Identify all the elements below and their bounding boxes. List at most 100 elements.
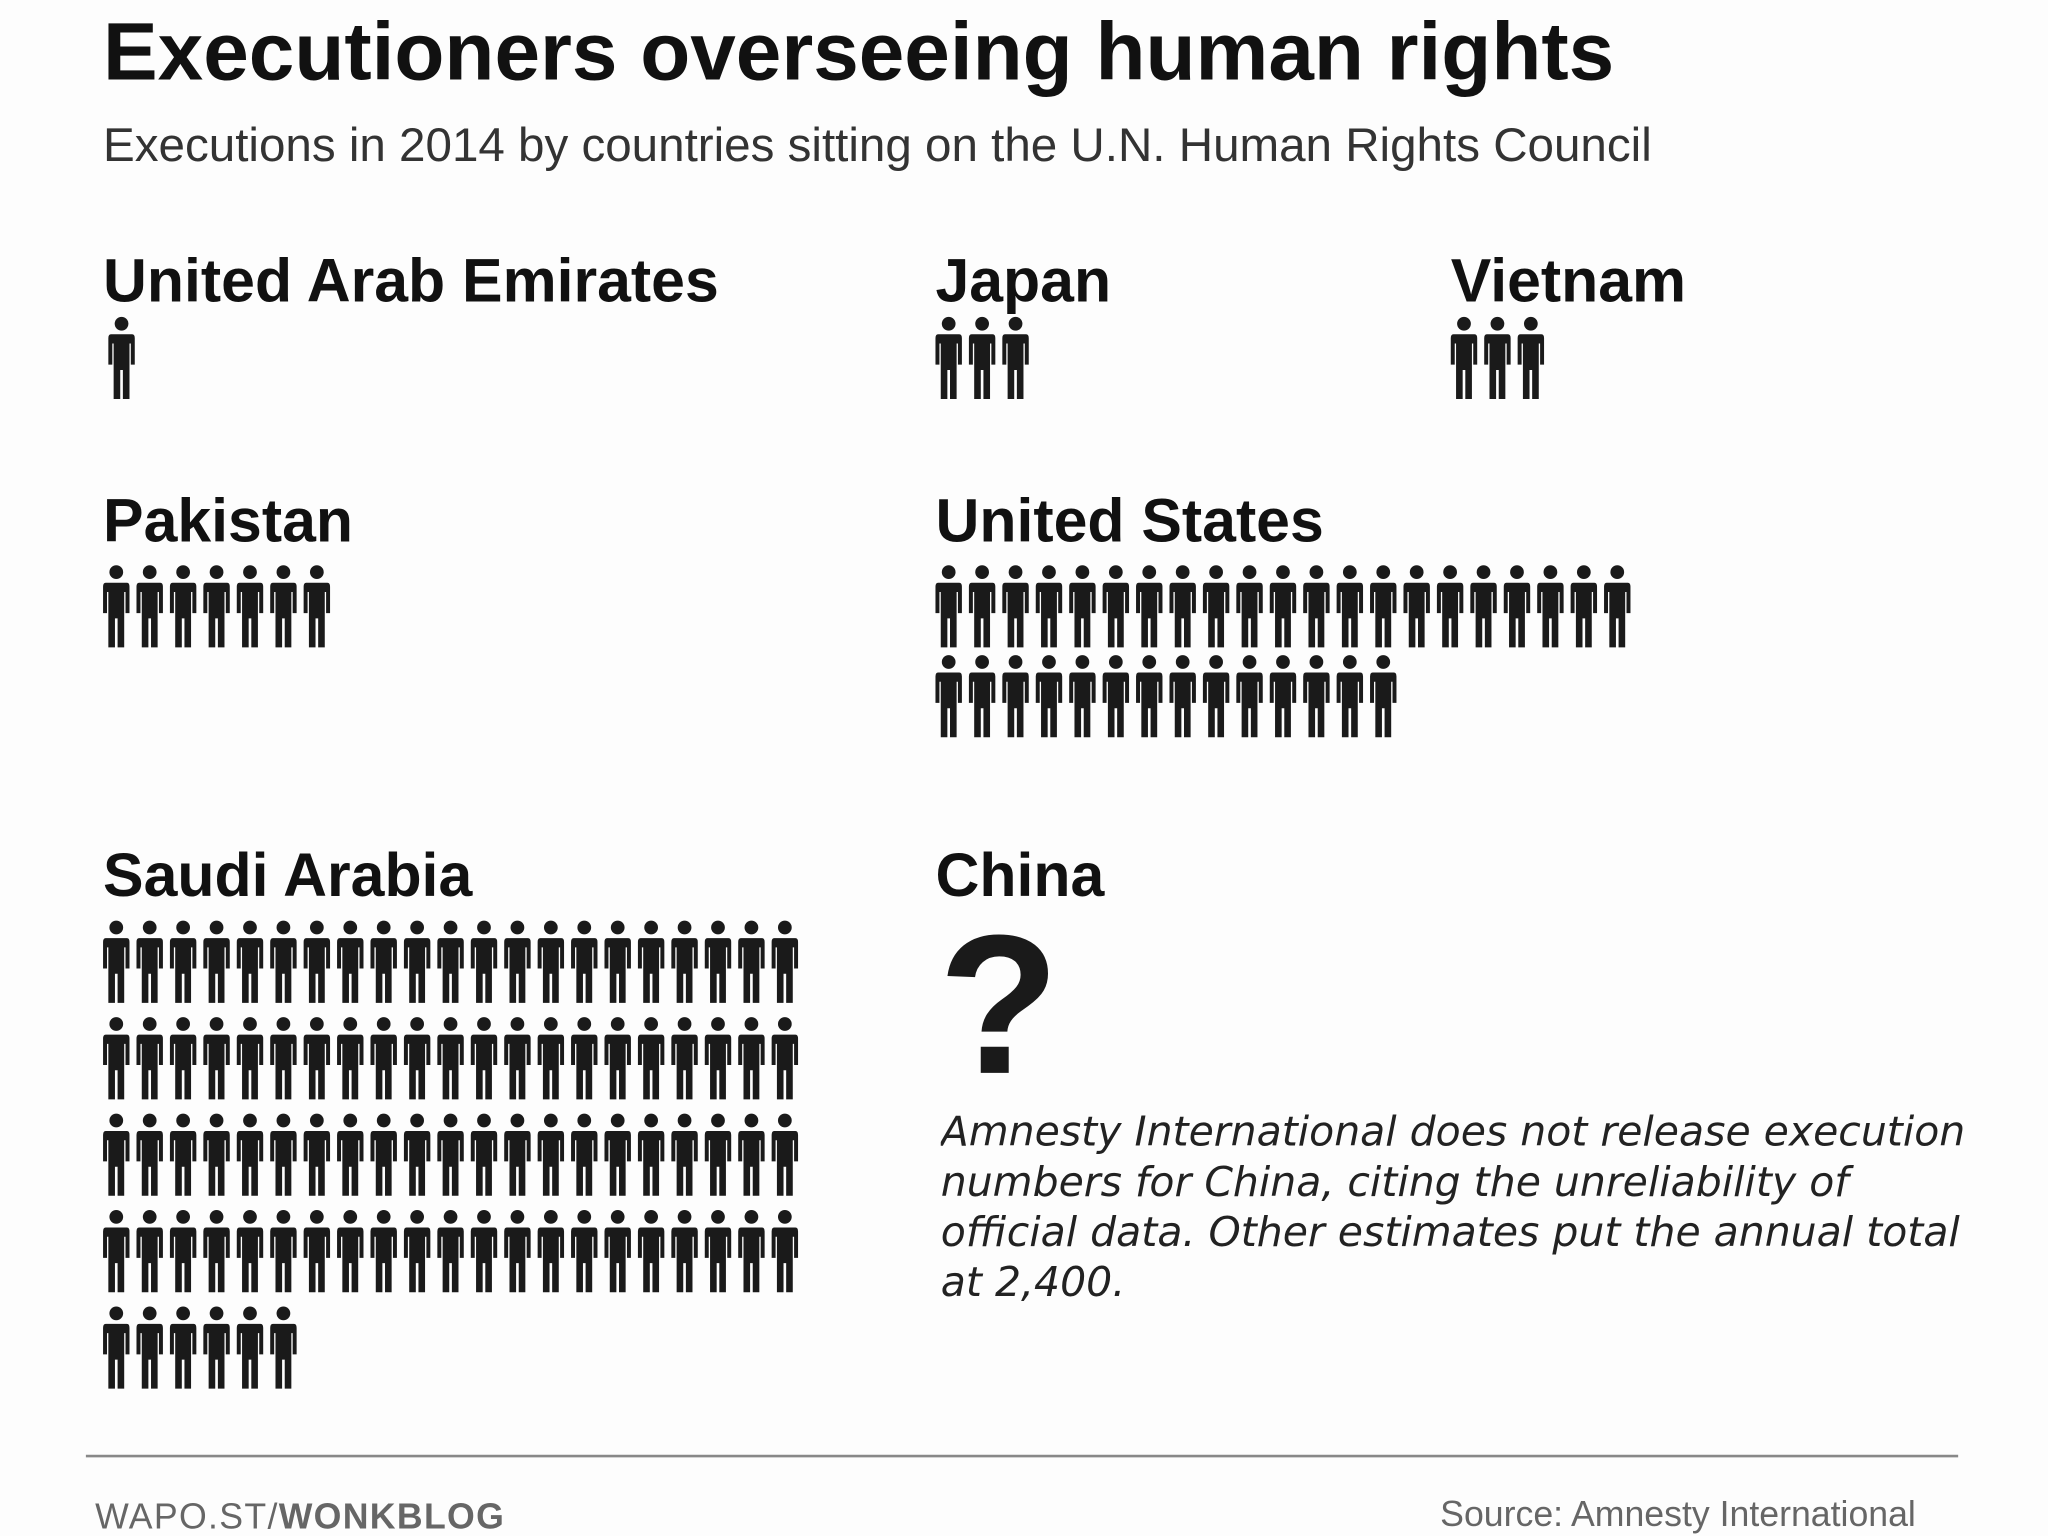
person-head — [1008, 316, 1023, 331]
person-icon — [1436, 565, 1464, 648]
person-icon — [1169, 565, 1196, 648]
person-icon — [1484, 316, 1511, 400]
person-head — [477, 1113, 491, 1128]
person-head — [777, 1113, 792, 1128]
person-body — [1136, 582, 1163, 648]
person-head — [209, 920, 224, 935]
person-head — [443, 1113, 458, 1128]
person-icon — [169, 920, 197, 1003]
person-head — [1276, 655, 1290, 669]
person-head — [777, 1017, 792, 1031]
person-icon — [403, 1210, 431, 1293]
person-body — [637, 1131, 665, 1196]
person-icon — [303, 565, 331, 648]
person-icon — [470, 1017, 498, 1100]
person-icon — [935, 655, 962, 738]
person-head — [309, 1210, 324, 1224]
person-icon — [1537, 565, 1564, 648]
person-body — [203, 582, 230, 648]
person-head — [443, 1017, 458, 1031]
person-icon — [604, 1210, 631, 1293]
person-body — [337, 1034, 364, 1100]
person-icon — [270, 1306, 297, 1389]
person-body — [571, 1227, 598, 1293]
person-body — [571, 1131, 598, 1196]
person-icon — [1570, 565, 1598, 648]
person-body — [537, 1131, 565, 1196]
person-icon — [537, 1210, 565, 1293]
person-head — [243, 1210, 257, 1224]
person-head — [176, 920, 191, 935]
person-body — [236, 938, 264, 1003]
person-icon — [504, 1113, 531, 1196]
category-label: Japan — [935, 246, 1111, 314]
person-icon — [571, 1017, 598, 1100]
person-head — [1175, 565, 1190, 579]
person-body — [437, 938, 464, 1003]
person-icon — [1102, 565, 1130, 648]
person-icon — [637, 1113, 665, 1196]
person-head — [744, 1210, 759, 1224]
person-head — [477, 1210, 491, 1224]
person-body — [571, 938, 598, 1003]
person-icon — [470, 1210, 498, 1293]
person-icon — [738, 920, 765, 1003]
person-head — [1342, 655, 1357, 669]
person-head — [176, 565, 191, 579]
person-icon — [968, 316, 996, 400]
person-head — [343, 920, 358, 935]
person-icon — [169, 1306, 197, 1389]
person-body — [738, 938, 765, 1003]
person-icon — [1236, 565, 1263, 648]
person-icon — [270, 565, 297, 648]
person-head — [1409, 565, 1424, 579]
person-icon — [704, 920, 732, 1003]
person-body — [270, 582, 297, 648]
person-icon — [1403, 565, 1430, 648]
person-head — [209, 1210, 224, 1224]
person-icon — [704, 1113, 732, 1196]
person-icon — [136, 920, 163, 1003]
person-body — [103, 1227, 130, 1293]
person-body — [136, 1034, 163, 1100]
person-body — [1336, 582, 1364, 648]
person-icon — [169, 1210, 197, 1293]
person-head — [1075, 565, 1090, 579]
person-body — [704, 1034, 732, 1100]
person-body — [637, 938, 665, 1003]
person-head — [109, 565, 124, 579]
person-body — [1517, 334, 1545, 400]
person-body — [169, 1227, 197, 1293]
person-icon — [968, 565, 996, 648]
person-head — [1108, 565, 1123, 579]
person-body — [771, 938, 799, 1003]
person-body — [1102, 672, 1130, 738]
person-icon — [403, 1017, 431, 1100]
person-icon — [1450, 316, 1478, 400]
person-icon — [1136, 655, 1163, 738]
person-icon — [1303, 565, 1330, 648]
person-body — [1303, 582, 1330, 648]
person-head — [176, 1017, 191, 1031]
person-head — [711, 1210, 725, 1224]
person-body — [771, 1034, 799, 1100]
person-body — [270, 1323, 297, 1389]
person-head — [142, 1113, 157, 1128]
person-head — [1523, 316, 1538, 331]
person-body — [470, 938, 498, 1003]
person-head — [644, 1113, 659, 1128]
person-body — [270, 938, 297, 1003]
person-body — [935, 334, 962, 400]
person-head — [309, 920, 324, 935]
person-icon — [704, 1210, 732, 1293]
person-icon — [103, 1113, 130, 1196]
person-head — [777, 1210, 792, 1224]
person-body — [1002, 672, 1029, 738]
person-head — [309, 1017, 324, 1031]
person-head — [109, 1210, 124, 1224]
person-head — [1142, 565, 1157, 579]
person-body — [1202, 582, 1230, 648]
person-icon — [136, 565, 163, 648]
